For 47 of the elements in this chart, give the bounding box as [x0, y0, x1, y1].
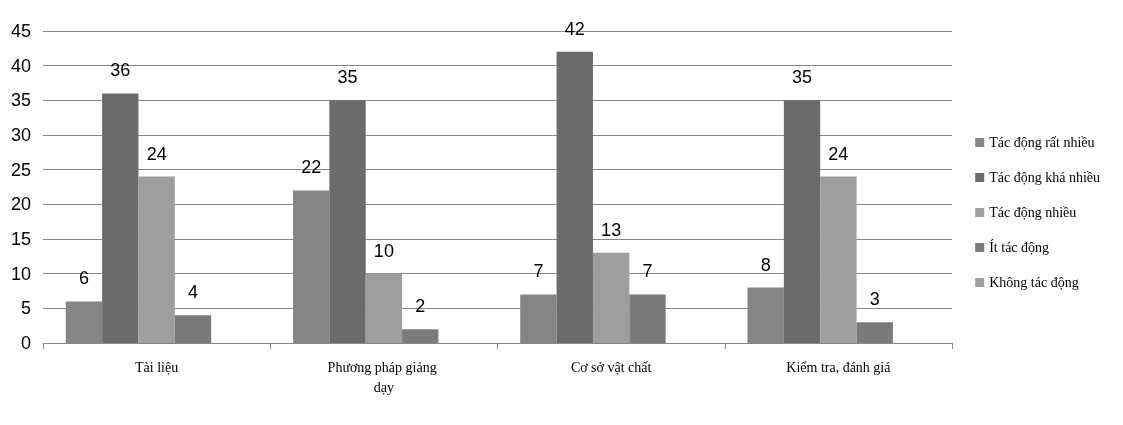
data-label: 8 [760, 254, 771, 275]
data-label: 24 [146, 143, 167, 164]
bar [329, 100, 366, 343]
y-tick-label: 45 [10, 21, 32, 41]
legend-label: Ít tác động [989, 239, 1050, 255]
bar [556, 51, 593, 343]
data-label: 6 [78, 268, 89, 289]
x-tick-label: Tài liệu [135, 359, 179, 375]
x-tick-label: Cơ sở vật chất [570, 359, 652, 375]
data-label: 7 [642, 261, 653, 282]
x-tick-label: Phương pháp giảng dạy [327, 359, 441, 395]
legend-label: Tác động rất nhiều [989, 135, 1095, 150]
bar [174, 315, 212, 343]
data-label: 7 [533, 261, 544, 282]
y-tick-label: 30 [10, 125, 32, 145]
data-label: 36 [110, 60, 131, 81]
bar [402, 329, 439, 343]
y-tick-label: 35 [10, 90, 32, 111]
data-label: 22 [301, 157, 322, 178]
legend-label: Tác động khá nhiều [989, 170, 1100, 185]
bar [138, 176, 175, 343]
y-tick-label: 25 [10, 159, 32, 180]
data-label: 2 [415, 296, 426, 317]
y-tick-label: 15 [10, 229, 32, 249]
x-tick-label: Kiểm tra, đánh giá [786, 359, 892, 375]
data-label: 35 [792, 67, 813, 88]
data-label: 10 [373, 240, 394, 261]
legend-label: Không tác động [989, 275, 1079, 290]
legend-label: Tác động nhiều [989, 205, 1077, 220]
bar [783, 100, 821, 343]
bar [856, 322, 893, 343]
y-tick-label: 0 [21, 333, 32, 353]
bar [102, 93, 139, 343]
y-tick-label: 20 [10, 194, 32, 215]
data-label: 35 [337, 67, 358, 88]
bar [820, 176, 857, 343]
data-label: 42 [564, 18, 585, 39]
data-label: 13 [601, 219, 622, 240]
y-tick-label: 40 [10, 55, 32, 76]
y-tick-label: 10 [10, 263, 32, 284]
y-tick-label: 5 [21, 298, 32, 319]
data-label: 3 [869, 289, 880, 310]
bar [365, 273, 403, 343]
data-label: 24 [828, 143, 849, 164]
bar [629, 294, 666, 343]
data-label: 4 [188, 282, 199, 303]
bar [592, 252, 630, 343]
